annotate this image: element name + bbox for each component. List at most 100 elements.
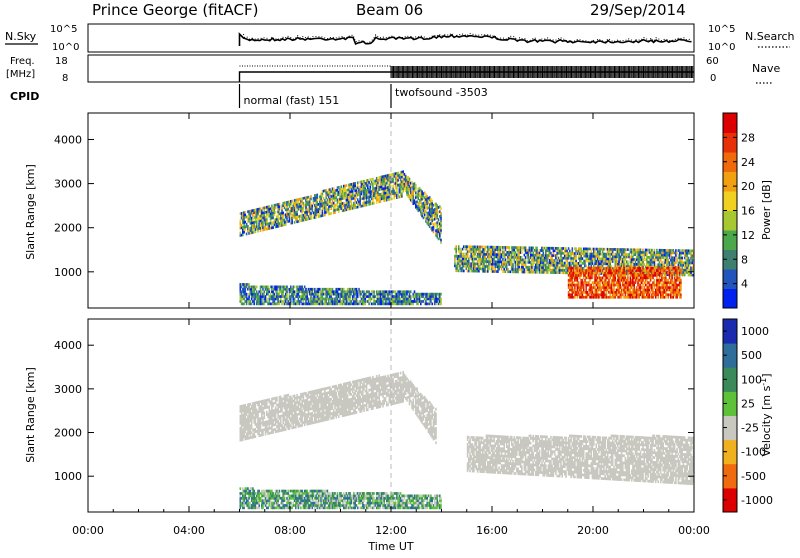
- heatmap-cell: [294, 293, 296, 296]
- heatmap-cell: [253, 300, 255, 303]
- heatmap-cell: [679, 267, 681, 270]
- heatmap-cell: [681, 266, 683, 269]
- heatmap-cell: [609, 293, 611, 296]
- heatmap-cell: [649, 293, 651, 296]
- heatmap-cell: [644, 263, 646, 266]
- heatmap-cell: [440, 227, 442, 230]
- heatmap-cell: [463, 253, 465, 256]
- heatmap-cell: [555, 269, 557, 272]
- heatmap-cell: [570, 255, 572, 258]
- heatmap-cell: [502, 248, 504, 251]
- heatmap-cell: [551, 257, 553, 260]
- heatmap-cell: [589, 279, 591, 282]
- heatmap-cell: [267, 293, 269, 296]
- heatmap-cell: [260, 229, 262, 232]
- heatmap-cell: [627, 260, 629, 263]
- heatmap-cell: [674, 259, 676, 262]
- heatmap-cell: [476, 250, 478, 253]
- heatmap-cell: [293, 295, 295, 298]
- heatmap-cell: [299, 303, 301, 306]
- heatmap-cell: [279, 203, 281, 206]
- heatmap-cell: [573, 259, 575, 262]
- heatmap-cell: [367, 300, 369, 303]
- heatmap-cell: [373, 293, 375, 296]
- heatmap-cell: [611, 286, 613, 289]
- heatmap-cell: [463, 270, 465, 273]
- heatmap-cell: [250, 300, 252, 303]
- heatmap-cell: [567, 259, 569, 262]
- heatmap-cell: [298, 298, 300, 301]
- heatmap-cell: [606, 293, 608, 296]
- date-label: 29/Sep/2014: [590, 1, 686, 19]
- heatmap-cell: [275, 206, 277, 209]
- heatmap-cell: [607, 277, 609, 280]
- heatmap-cell: [645, 272, 647, 275]
- heatmap-cell: [630, 277, 632, 280]
- heatmap-cell: [692, 257, 694, 260]
- heatmap-cell: [503, 268, 505, 271]
- heatmap-cell: [674, 277, 676, 280]
- heatmap-cell: [673, 249, 675, 252]
- heatmap-cell: [592, 289, 594, 292]
- heatmap-cell: [531, 268, 533, 271]
- heatmap-cell: [310, 217, 312, 220]
- heatmap-cell: [460, 250, 462, 253]
- heatmap-cell: [279, 208, 281, 211]
- heatmap-cell: [303, 300, 305, 303]
- heatmap-cell: [437, 214, 439, 217]
- heatmap-cell: [530, 261, 532, 264]
- heatmap-cell: [478, 270, 480, 273]
- freq-left-tick-top: 18: [55, 56, 68, 67]
- heatmap-cell: [680, 289, 682, 292]
- heatmap-cell: [310, 198, 312, 201]
- heatmap-cell: [317, 194, 319, 197]
- heatmap-cell: [597, 272, 599, 275]
- heatmap-cell: [413, 193, 415, 196]
- heatmap-cell: [298, 293, 300, 296]
- heatmap-cell: [616, 258, 618, 261]
- heatmap-cell: [241, 286, 243, 289]
- heatmap-cell: [371, 293, 373, 296]
- heatmap-cell: [646, 279, 648, 282]
- heatmap-cell: [635, 261, 637, 264]
- heatmap-cell: [584, 262, 586, 265]
- heatmap-cell: [570, 264, 572, 267]
- heatmap-cell: [400, 298, 402, 301]
- heatmap-cell: [286, 295, 288, 298]
- heatmap-cell: [319, 288, 321, 291]
- heatmap-cell: [463, 248, 465, 251]
- heatmap-cell: [343, 300, 345, 303]
- heatmap-cell: [257, 230, 259, 233]
- heatmap-cell: [502, 258, 504, 261]
- heatmap-cell: [495, 251, 497, 254]
- heatmap-cell: [468, 260, 470, 263]
- heatmap-cell: [669, 269, 671, 272]
- heatmap-cell: [532, 264, 534, 267]
- heatmap-cell: [560, 254, 562, 257]
- heatmap-cell: [670, 286, 672, 289]
- heatmap-cell: [573, 281, 575, 284]
- heatmap-cell: [491, 256, 493, 259]
- heatmap-cell: [487, 246, 489, 249]
- heatmap-cell: [670, 254, 672, 257]
- heatmap-cell: [549, 266, 551, 269]
- heatmap-cell: [376, 201, 378, 204]
- heatmap-cell: [352, 190, 354, 193]
- heatmap-cell: [366, 293, 368, 296]
- heatmap-cell: [572, 247, 574, 250]
- heatmap-cell: [599, 284, 601, 287]
- heatmap-cell: [599, 281, 601, 284]
- heatmap-cell: [543, 249, 545, 252]
- heatmap-cell: [625, 277, 627, 280]
- heatmap-cell: [637, 281, 639, 284]
- heatmap-cell: [368, 290, 370, 293]
- heatmap-cell: [392, 178, 394, 181]
- heatmap-cell: [656, 274, 658, 277]
- heatmap-cell: [377, 295, 379, 298]
- heatmap-cell: [544, 261, 546, 264]
- heatmap-cell: [591, 284, 593, 287]
- heatmap-cell: [312, 207, 314, 210]
- heatmap-cell: [564, 269, 566, 272]
- heatmap-cell: [415, 187, 417, 190]
